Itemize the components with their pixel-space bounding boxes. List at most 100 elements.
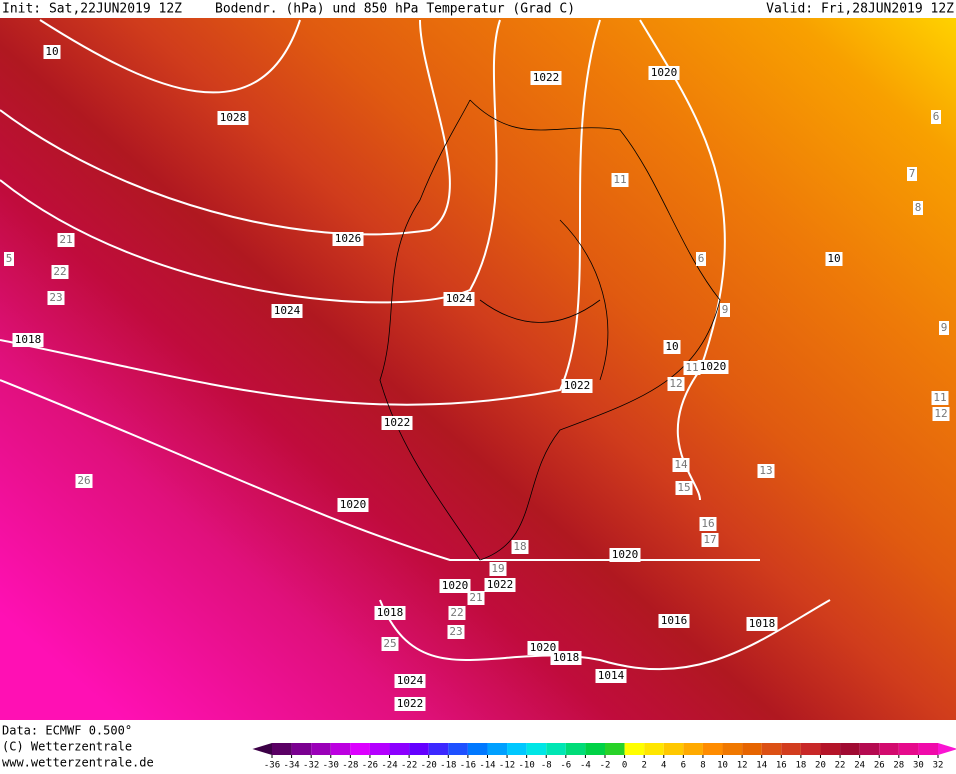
colorbar-swatch [526, 743, 547, 755]
colorbar-label: 10 [717, 761, 728, 771]
temperature-label-box [699, 517, 717, 531]
isobar-label-box [530, 71, 562, 85]
isobar-label-box [648, 66, 680, 80]
colorbar-label: -14 [479, 761, 495, 771]
colorbar-swatch [800, 743, 821, 755]
isobar-label-box [663, 340, 681, 354]
map-title: Bodendr. (hPa) und 850 hPa Temperatur (G… [215, 2, 575, 17]
temperature-label-box [57, 233, 75, 247]
isobar-label: 1016 [661, 614, 688, 627]
colorbar-label: -32 [303, 761, 319, 771]
colorbar-label: -34 [283, 761, 299, 771]
colorbar-swatch [820, 743, 841, 755]
colorbar-label: 6 [681, 761, 686, 771]
colorbar-label: 18 [795, 761, 806, 771]
temperature-label: 9 [722, 303, 729, 316]
temperature-label: 11 [613, 173, 626, 186]
colorbar-swatch [291, 743, 312, 755]
colorbar-label: 28 [893, 761, 904, 771]
temperature-label: 6 [698, 252, 705, 265]
isobar-label-box [697, 360, 729, 374]
colorbar-label: 12 [737, 761, 748, 771]
colorbar-label: -36 [264, 761, 280, 771]
temperature-label-box [913, 201, 923, 215]
temperature-label: 17 [703, 533, 716, 546]
colorbar-swatch [428, 743, 449, 755]
isobar-label-box [609, 548, 641, 562]
temperature-label-box [720, 303, 730, 317]
isobar-label: 1024 [397, 674, 424, 687]
isobar-label: 1018 [553, 651, 580, 664]
colorbar-swatch [742, 743, 762, 755]
colorbar-label: 30 [913, 761, 924, 771]
colorbar-label: 22 [835, 761, 846, 771]
temperature-label-box [4, 252, 14, 266]
isobar-label-box [550, 651, 582, 665]
colorbar-label: -10 [519, 761, 535, 771]
colorbar-label: -12 [499, 761, 515, 771]
colorbar-label: -8 [541, 761, 552, 771]
colorbar-swatch [722, 743, 743, 755]
temperature-label-box [675, 481, 693, 495]
colorbar-swatch [369, 743, 390, 755]
colorbar-swatch [879, 743, 899, 755]
isobar-label-box [43, 45, 61, 59]
temperature-label-box [907, 167, 917, 181]
temperature-label-box [51, 265, 69, 279]
colorbar-swatch [311, 743, 331, 755]
colorbar-swatch [898, 743, 919, 755]
colorbar-label: -28 [342, 761, 358, 771]
colorbar-swatch [350, 743, 370, 755]
temperature-label: 11 [685, 361, 698, 374]
colorbar-label: -18 [440, 761, 456, 771]
colorbar-swatch [546, 743, 566, 755]
isobar-label: 1028 [220, 111, 247, 124]
isobar-label-box [484, 578, 516, 592]
colorbar-label: -26 [362, 761, 378, 771]
isobar-label: 1022 [384, 416, 411, 429]
temperature-label: 9 [941, 321, 948, 334]
isobar-label-box [381, 416, 413, 430]
isobar-label: 1018 [377, 606, 404, 619]
colorbar-label: 4 [661, 761, 666, 771]
colorbar-swatch [507, 743, 527, 755]
valid-time: Valid: Fri,28JUN2019 12Z [766, 2, 954, 17]
isobar-label: 10 [665, 340, 678, 353]
colorbar-label: 26 [874, 761, 885, 771]
isobar-label-box [394, 674, 426, 688]
colorbar-label: -4 [580, 761, 591, 771]
temperature-label: 5 [6, 252, 13, 265]
borders [379, 99, 721, 561]
isobar-label: 1022 [564, 379, 591, 392]
colorbar-swatch [389, 743, 410, 755]
isobar-label-box [825, 252, 843, 266]
colorbar-label: 14 [756, 761, 767, 771]
temperature-field [0, 18, 956, 720]
temperature-label-box [683, 361, 701, 375]
isobar-label: 1018 [749, 617, 776, 630]
isobar-label-box [271, 304, 303, 318]
colorbar-swatch [409, 743, 429, 755]
colorbar-label: 24 [854, 761, 865, 771]
temperature-label-box [511, 540, 529, 554]
colorbar-arrow [938, 743, 956, 755]
colorbar-label: -20 [421, 761, 437, 771]
temperature-label-box [47, 291, 65, 305]
isobar-label: 10 [827, 252, 840, 265]
temperature-label: 23 [449, 625, 462, 638]
isobar-label: 1022 [533, 71, 560, 84]
colorbar-label: -22 [401, 761, 417, 771]
colorbar-label: 32 [933, 761, 944, 771]
temperature-label: 15 [677, 481, 690, 494]
isobar-label-box [439, 579, 471, 593]
isobar-label-box [332, 232, 364, 246]
isobar-label: 10 [45, 45, 58, 58]
colorbar-swatch [487, 743, 508, 755]
temperature-label-box [932, 407, 950, 421]
temperature-label: 7 [909, 167, 916, 180]
temperature-label-box [931, 391, 949, 405]
temperature-label: 8 [915, 201, 922, 214]
temperature-label: 19 [491, 562, 504, 575]
